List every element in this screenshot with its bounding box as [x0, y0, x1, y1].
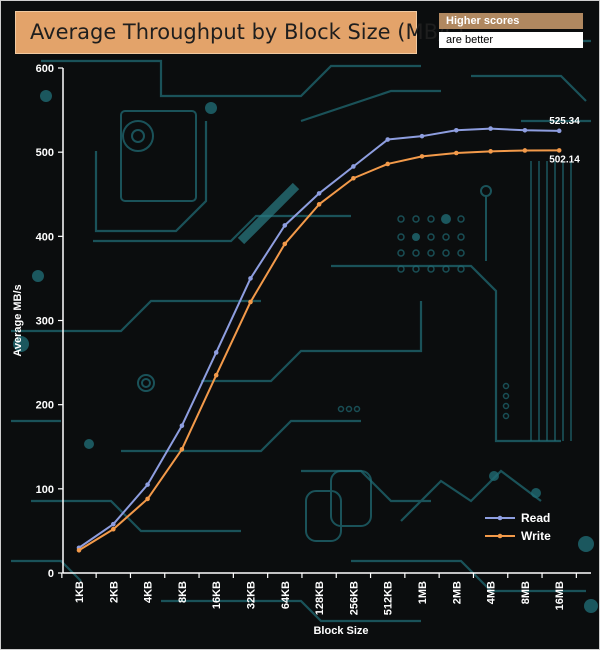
- chart-title: Average Throughput by Block Size (MB/s): [15, 11, 464, 54]
- point-read: [111, 521, 116, 527]
- point-write: [76, 547, 82, 553]
- y-tick-label: 200: [36, 400, 54, 412]
- y-tick-label: 500: [36, 147, 54, 159]
- point-read: [385, 137, 391, 142]
- point-write: [556, 148, 562, 153]
- legend-label: Read: [521, 511, 550, 525]
- point-write: [179, 446, 185, 452]
- point-read: [351, 164, 356, 169]
- series-line-write: [78, 149, 560, 552]
- point-write: [488, 149, 493, 154]
- x-tick-label: 8KB: [177, 581, 189, 603]
- axes: 0 100 200 300 400 500 600 1KB 2KB 4KB 8KB 16KB 32KB 6…: [12, 63, 591, 637]
- point-write: [282, 241, 288, 247]
- legend-marker: [497, 515, 503, 521]
- legend-label: Write: [521, 529, 551, 543]
- x-tick-label: 64KB: [280, 581, 292, 609]
- data-label: 525.34: [549, 116, 580, 127]
- point-write: [248, 299, 253, 305]
- x-tick-label: 16KB: [211, 581, 223, 609]
- labels-layer: 525.34 502.14: [549, 116, 580, 166]
- point-write: [419, 154, 425, 159]
- y-tick-label: 600: [36, 63, 54, 75]
- x-axis-title: Block Size: [313, 625, 368, 637]
- point-write: [316, 202, 322, 207]
- data-label: 502.14: [549, 154, 580, 165]
- y-tick-label: 100: [36, 484, 54, 496]
- y-tick-label: 0: [48, 568, 54, 580]
- legend-marker: [497, 533, 503, 539]
- point-read: [282, 223, 288, 228]
- x-tick-label: 32KB: [246, 581, 258, 609]
- point-read: [213, 350, 219, 355]
- x-tick-label: 1KB: [74, 581, 86, 603]
- x-tick-label: 4MB: [486, 581, 498, 604]
- point-write: [213, 372, 219, 378]
- point-read: [454, 127, 459, 133]
- x-tick-label: 2KB: [108, 581, 120, 603]
- point-write: [351, 175, 356, 181]
- x-tick-label: 256KB: [348, 581, 360, 615]
- x-tick-label: 4KB: [143, 581, 155, 603]
- point-read: [248, 276, 253, 281]
- legend: Read Write: [485, 511, 551, 543]
- y-axis-title: Average MB/s: [12, 284, 24, 356]
- x-tick-label: 2MB: [451, 581, 463, 604]
- point-write: [454, 150, 459, 156]
- point-read: [488, 126, 493, 131]
- point-write: [522, 148, 528, 153]
- y-tick-label: 300: [36, 316, 54, 328]
- x-tick-label: 16MB: [554, 581, 566, 610]
- point-read: [522, 127, 528, 133]
- x-tick-label: 8MB: [520, 581, 532, 604]
- point-write: [145, 496, 150, 502]
- y-tick-label: 400: [36, 231, 54, 243]
- point-read: [145, 482, 150, 487]
- point-read: [316, 191, 322, 196]
- point-read: [556, 128, 562, 134]
- point-write: [111, 526, 116, 532]
- point-read: [179, 423, 185, 429]
- x-tick-label: 128KB: [314, 581, 326, 615]
- note-higher-scores: Higher scores: [439, 13, 583, 29]
- x-tick-label: 1MB: [417, 581, 429, 604]
- series-layer: [76, 126, 562, 553]
- x-tick-label: 512KB: [383, 581, 395, 615]
- point-read: [419, 133, 425, 139]
- point-write: [385, 161, 391, 167]
- note-are-better: are better: [439, 32, 583, 48]
